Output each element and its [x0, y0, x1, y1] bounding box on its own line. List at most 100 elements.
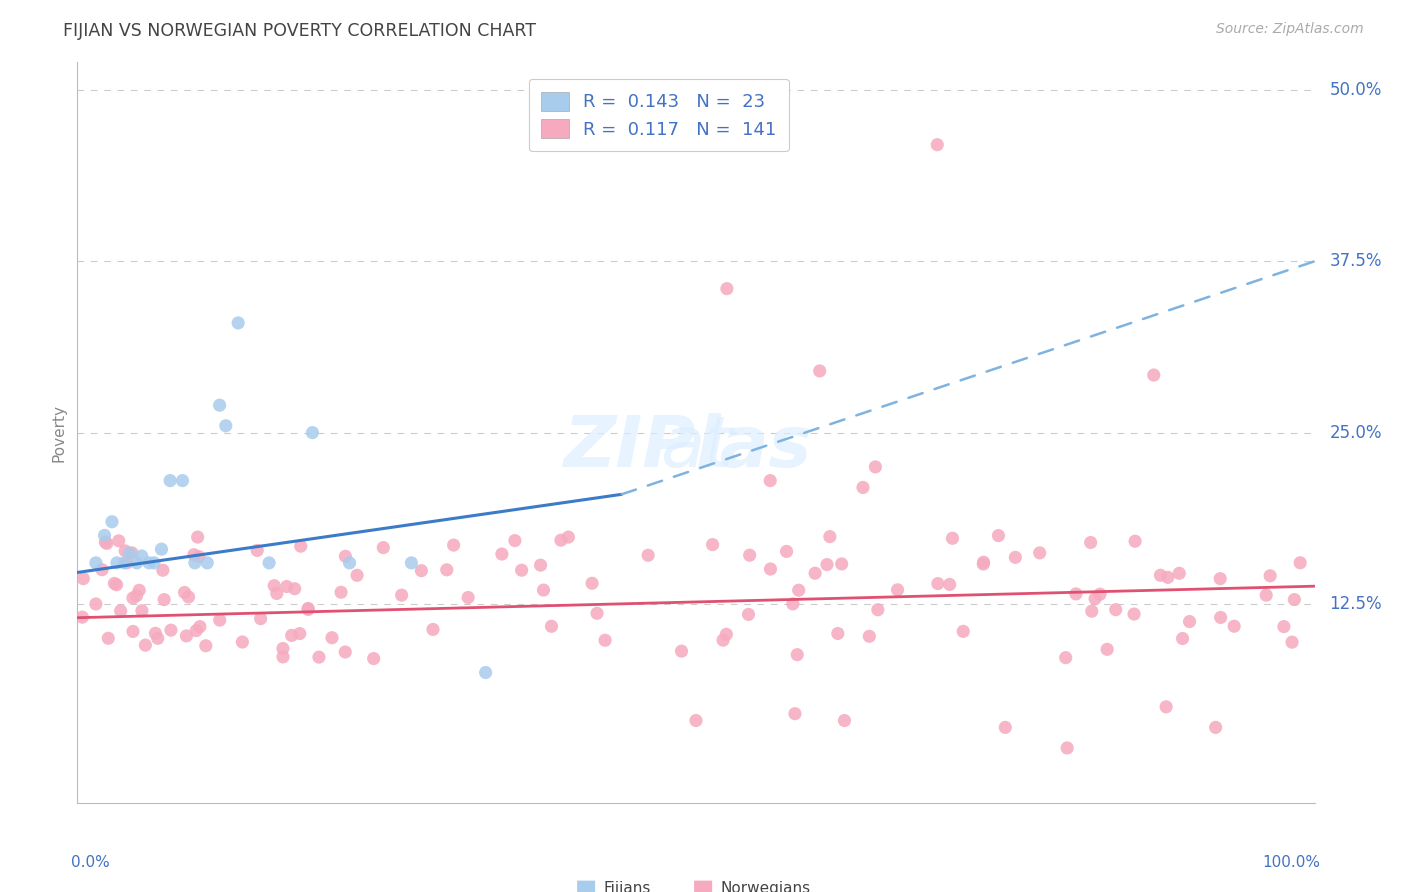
Point: [1123, 534, 1146, 549]
Point: [716, 627, 738, 641]
Point: [145, 626, 167, 640]
Text: Fijians: Fijians: [603, 880, 651, 892]
Point: [115, 556, 138, 570]
Point: [105, 578, 128, 592]
Point: [301, 425, 323, 440]
Point: [134, 638, 156, 652]
Point: [297, 601, 319, 615]
Text: Norwegians: Norwegians: [721, 880, 811, 892]
Point: [249, 612, 271, 626]
Point: [152, 563, 174, 577]
Point: [1095, 642, 1118, 657]
Point: [131, 604, 153, 618]
Point: [91, 563, 114, 577]
Point: [637, 549, 659, 563]
Point: [1056, 741, 1078, 756]
Point: [1088, 587, 1111, 601]
Point: [271, 649, 294, 664]
Point: [702, 538, 724, 552]
Point: [93, 528, 115, 542]
Point: [159, 474, 181, 488]
Point: [422, 623, 444, 637]
Text: ■: ■: [692, 877, 714, 892]
Point: [208, 398, 231, 412]
Point: [131, 549, 153, 563]
Point: [1171, 632, 1194, 646]
Point: [1284, 592, 1306, 607]
Point: [818, 530, 841, 544]
Text: 37.5%: 37.5%: [1330, 252, 1382, 270]
Legend: R =  0.143   N =  23, R =  0.117   N =  141: R = 0.143 N = 23, R = 0.117 N = 141: [529, 78, 789, 151]
Point: [775, 544, 797, 558]
Point: [339, 556, 361, 570]
Point: [804, 566, 827, 581]
Point: [1205, 720, 1227, 734]
Point: [150, 542, 173, 557]
Point: [308, 650, 330, 665]
Point: [121, 546, 143, 560]
Point: [671, 644, 693, 658]
Point: [183, 548, 205, 562]
Point: [72, 610, 94, 624]
Point: [738, 548, 761, 562]
Point: [759, 562, 782, 576]
Text: FIJIAN VS NORWEGIAN POVERTY CORRELATION CHART: FIJIAN VS NORWEGIAN POVERTY CORRELATION …: [63, 22, 536, 40]
Point: [1157, 570, 1180, 584]
Point: [581, 576, 603, 591]
Point: [557, 530, 579, 544]
Point: [401, 556, 423, 570]
Point: [491, 547, 513, 561]
Point: [1258, 569, 1281, 583]
Point: [110, 604, 132, 618]
Text: 0.0%: 0.0%: [72, 855, 110, 870]
Point: [84, 556, 107, 570]
Point: [176, 629, 198, 643]
Point: [1289, 556, 1312, 570]
Point: [941, 531, 963, 545]
Point: [1281, 635, 1303, 649]
Point: [94, 535, 117, 549]
Point: [122, 591, 145, 605]
Point: [153, 592, 176, 607]
Point: [391, 588, 413, 602]
Point: [1149, 568, 1171, 582]
Point: [105, 556, 128, 570]
Point: [1028, 546, 1050, 560]
Point: [474, 665, 496, 680]
Point: [533, 583, 555, 598]
Point: [97, 632, 120, 646]
Y-axis label: Poverty: Poverty: [51, 403, 66, 462]
Point: [335, 645, 357, 659]
Point: [208, 613, 231, 627]
Point: [994, 720, 1017, 734]
Text: 12.5%: 12.5%: [1330, 595, 1382, 613]
Point: [271, 641, 294, 656]
Text: Source: ZipAtlas.com: Source: ZipAtlas.com: [1216, 22, 1364, 37]
Point: [938, 577, 960, 591]
Text: 50.0%: 50.0%: [1330, 81, 1382, 99]
Point: [886, 582, 908, 597]
Point: [215, 418, 238, 433]
Point: [1004, 550, 1026, 565]
Text: 25.0%: 25.0%: [1330, 424, 1382, 442]
Point: [1123, 607, 1146, 621]
Point: [586, 607, 609, 621]
Point: [865, 459, 887, 474]
Point: [330, 585, 353, 599]
Point: [266, 586, 288, 600]
Point: [443, 538, 465, 552]
Point: [593, 633, 616, 648]
Point: [173, 585, 195, 599]
Point: [125, 589, 148, 603]
Point: [759, 474, 782, 488]
Point: [276, 580, 298, 594]
Point: [1081, 604, 1104, 618]
Point: [290, 539, 312, 553]
Point: [540, 619, 562, 633]
Point: [737, 607, 759, 622]
Point: [184, 556, 207, 570]
Point: [786, 648, 808, 662]
Point: [112, 556, 135, 570]
Point: [226, 316, 249, 330]
Point: [457, 591, 479, 605]
